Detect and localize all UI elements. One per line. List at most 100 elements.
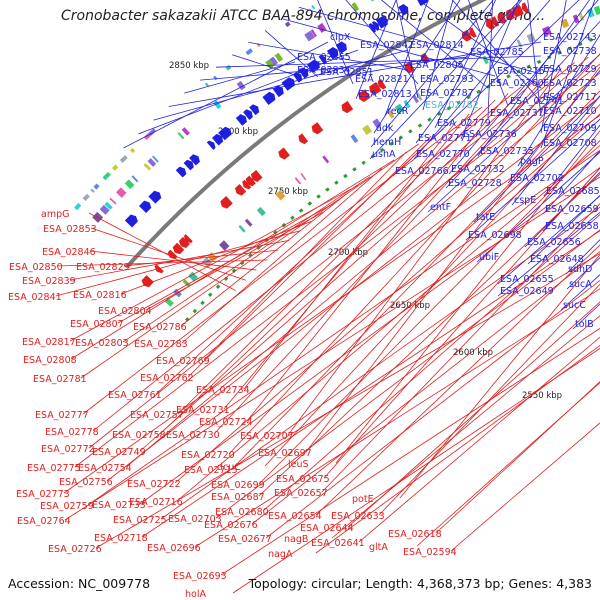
gene-label[interactable]: ESA_02731 — [176, 405, 230, 416]
gene-label[interactable]: ESA_02813 — [358, 89, 412, 100]
gene-label[interactable]: nagB — [284, 534, 308, 545]
gene-label[interactable]: holA — [185, 589, 206, 600]
gene-label[interactable]: ESA_02756 — [59, 477, 113, 488]
gene-label[interactable]: ESA_02680 — [215, 507, 269, 518]
gene-label[interactable]: ESA_02655 — [500, 274, 554, 285]
gene-label[interactable]: ESA_02778 — [45, 427, 99, 438]
gene-label[interactable]: ESA_02708 — [543, 138, 597, 149]
gene-label[interactable]: ESA_02723 — [543, 78, 597, 89]
gene-label[interactable]: ESA_02728 — [448, 178, 502, 189]
gene-label[interactable]: ESA_02717 — [543, 92, 597, 103]
gene-label[interactable]: ESA_02771 — [418, 133, 472, 144]
gene-label[interactable]: ESA_02851 — [320, 67, 374, 78]
gene-label[interactable]: ESA_02707 — [240, 431, 294, 442]
gene-label[interactable]: ESA_02725 — [113, 515, 167, 526]
gene-label[interactable]: ESA_02702 — [510, 173, 564, 184]
gene-label[interactable]: ESA_02767 — [497, 66, 551, 77]
gene-label[interactable]: ESA_02772 — [41, 444, 95, 455]
gene-label[interactable]: ESA_02685 — [546, 186, 600, 197]
gene-label[interactable]: ESA_02594 — [403, 547, 457, 558]
gene-label[interactable]: ESA_02715 — [184, 465, 238, 476]
gene-label[interactable]: tatE — [476, 212, 495, 223]
gene-label[interactable]: entF — [430, 202, 451, 213]
gene-label[interactable]: ESA_02804 — [98, 306, 152, 317]
gene-label[interactable]: ESA_02770 — [416, 149, 470, 160]
gene-label[interactable]: ESA_02816 — [73, 290, 127, 301]
gene-label[interactable]: ESA_02773 — [16, 489, 70, 500]
gene-label[interactable]: ESA_02633 — [331, 511, 385, 522]
gene-label[interactable]: ESA_02781 — [33, 374, 87, 385]
gene-label[interactable]: ESA_02658 — [545, 221, 599, 232]
gene-label[interactable]: ESA_02737 — [490, 108, 544, 119]
gene-label[interactable]: ESA_02754 — [78, 463, 132, 474]
gene-label[interactable]: ESA_02687 — [211, 492, 265, 503]
gene-label[interactable]: ESA_02741 — [510, 96, 564, 107]
gene-label[interactable]: ESA_02841 — [8, 292, 62, 303]
gene-label[interactable]: ESA_02814 — [410, 40, 464, 51]
gene-label[interactable]: ESA_02729 — [543, 64, 597, 75]
gene-label[interactable]: ESA_02787 — [420, 88, 474, 99]
gene-label[interactable]: dcuC — [217, 462, 241, 473]
gene-label[interactable]: ESA_02675 — [276, 474, 330, 485]
gene-label[interactable]: ESA_02757 — [130, 410, 184, 421]
gene-label[interactable]: cspE — [514, 195, 536, 206]
gene-label[interactable]: ESA_02733 — [92, 500, 146, 511]
gene-label[interactable]: ESA_02807 — [70, 319, 124, 330]
gene-label[interactable]: ESA_02618 — [388, 529, 442, 540]
gene-label[interactable]: ESA_02649 — [500, 286, 554, 297]
gene-label[interactable]: ESA_02817 — [22, 337, 76, 348]
gene-label[interactable]: ESA_02855 — [297, 52, 351, 63]
gene-label[interactable]: clpX — [330, 32, 351, 43]
gene-label[interactable]: ESA_02743 — [543, 32, 597, 43]
gene-label[interactable]: ESA_02766 — [395, 166, 449, 177]
gene-label[interactable]: ESA_02808 — [23, 355, 77, 366]
gene-label[interactable]: ESA_02703 — [168, 514, 222, 525]
gene-label[interactable]: ESA_02738 — [543, 46, 597, 57]
gene-label[interactable]: ESA_02793 — [420, 74, 474, 85]
gene-label[interactable]: ESA_02720 — [181, 450, 235, 461]
gene-label[interactable]: ESA_02760 — [490, 78, 544, 89]
gene-label[interactable]: ESA_02644 — [300, 523, 354, 534]
gene-label[interactable]: tolB — [575, 319, 594, 330]
gene-label[interactable]: ESA_02842 — [360, 40, 414, 51]
gene-label[interactable]: sucC — [563, 300, 586, 311]
gene-label[interactable]: ESA_02759 — [40, 501, 94, 512]
gene-label[interactable]: ESA_02677 — [218, 534, 272, 545]
gene-label[interactable]: ESA_02697 — [258, 448, 312, 459]
gene-label[interactable]: gltA — [369, 542, 388, 553]
gene-label[interactable]: ESA_02710 — [543, 106, 597, 117]
gene-label[interactable]: ESA_02805 — [410, 60, 464, 71]
gene-label[interactable]: ESA_02846 — [42, 247, 96, 258]
gene-label[interactable]: ESA_02783 — [134, 339, 188, 350]
gene-label[interactable]: ESA_02785 — [470, 47, 524, 58]
gene-label[interactable]: ESA_02839 — [22, 276, 76, 287]
gene-label[interactable]: ESA_02657 — [274, 488, 328, 499]
gene-label[interactable]: ESA_02736 — [463, 129, 517, 140]
gene-label[interactable]: ushA — [372, 149, 396, 160]
gene-label[interactable]: ESA_02732 — [451, 164, 505, 175]
gene-label[interactable]: ESA_02834 — [297, 65, 351, 76]
gene-label[interactable]: ESA_02716 — [129, 497, 183, 508]
gene-label[interactable]: leuS — [288, 459, 309, 470]
gene-label[interactable]: ESA_02749 — [92, 447, 146, 458]
gene-label[interactable]: ESA_02698 — [468, 230, 522, 241]
gene-label[interactable]: ESA_02730 — [166, 430, 220, 441]
gene-label[interactable]: ESA_02853 — [43, 224, 97, 235]
gene-label[interactable]: ESA_02718 — [94, 533, 148, 544]
gene-label[interactable]: adk — [376, 123, 394, 134]
gene-label[interactable]: ESA_02761 — [108, 390, 162, 401]
gene-label[interactable]: ESA_02786 — [133, 322, 187, 333]
gene-label[interactable]: ESA_02722 — [127, 479, 181, 490]
gene-label[interactable]: ESA_02764 — [17, 516, 71, 527]
gene-label[interactable]: ESA_02724 — [199, 417, 253, 428]
gene-label[interactable]: ampG — [41, 209, 69, 220]
gene-label[interactable]: sdhD — [568, 264, 592, 275]
gene-label[interactable]: ESA_02693 — [173, 571, 227, 582]
gene-label[interactable]: potE — [352, 494, 374, 505]
gene-label[interactable]: ESA_02769 — [156, 356, 210, 367]
gene-label[interactable]: ESA_02775 — [27, 463, 81, 474]
gene-label[interactable]: ubiF — [479, 252, 499, 263]
gene-label[interactable]: ESA_02803 — [75, 338, 129, 349]
gene-label[interactable]: ESA_02676 — [204, 520, 258, 531]
gene-label[interactable]: ESA_02656 — [527, 237, 581, 248]
